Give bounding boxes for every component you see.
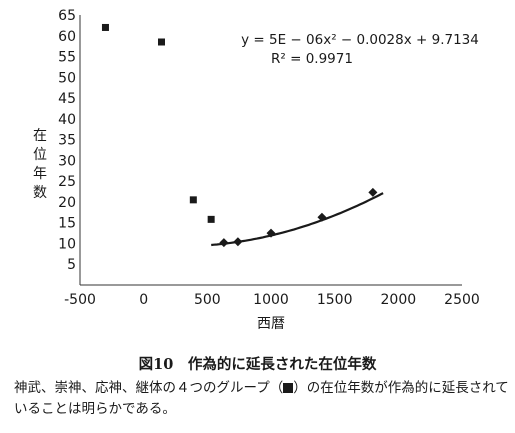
x-tick-label: -500	[64, 292, 96, 308]
y-tick-label: 40	[58, 112, 76, 128]
y-tick-label: 25	[58, 174, 76, 190]
y-axis-title-char: 年	[33, 166, 47, 182]
y-tick-label: 50	[58, 70, 76, 86]
legend-square-icon	[283, 383, 294, 393]
y-tick-label: 15	[58, 216, 76, 232]
diamond-data-point	[219, 238, 229, 248]
chart: 在位年数 5 10 15 20 25 30 35 40 45 50 55 60 65 -500 0 500 1…	[33, 8, 480, 332]
x-tick-labels: -500 0 500 1000 1500 2000 2500	[64, 292, 480, 308]
y-tick-label: 45	[58, 91, 76, 107]
y-tick-label: 55	[58, 50, 76, 66]
y-tick-label: 10	[58, 236, 76, 252]
y-tick-label: 65	[58, 8, 76, 24]
y-tick-label: 60	[58, 29, 76, 45]
y-axis-title: 在位年数	[33, 128, 47, 201]
square-data-point	[189, 196, 197, 204]
x-tick-label: 2500	[444, 292, 480, 308]
diamond-data-point	[317, 212, 327, 222]
y-axis-title-char: 数	[33, 185, 47, 201]
diamond-data-point	[233, 237, 243, 247]
y-axis-title-char: 在	[33, 128, 47, 144]
y-tick-label: 5	[67, 257, 76, 273]
figure-caption-body: 神武、崇神、応神、継体の４つのグループ（ ）の在位年数が作為的に延長されていること…	[14, 378, 509, 420]
square-data-point	[207, 215, 215, 223]
x-axis-title: 西暦	[257, 316, 285, 332]
y-axis-title-char: 位	[33, 147, 47, 163]
square-data-point	[101, 23, 109, 31]
y-tick-labels: 5 10 15 20 25 30 35 40 45 50 55 60 65	[58, 8, 76, 273]
y-tick-label: 20	[58, 195, 76, 211]
diamond-data-point	[368, 187, 378, 197]
equation-label: y = 5E − 06x² − 0.0028x + 9.7134	[241, 32, 479, 48]
x-tick-label: 2000	[381, 292, 417, 308]
square-data-point	[157, 38, 165, 46]
data-points	[101, 23, 378, 248]
diamond-data-point	[266, 228, 276, 238]
x-tick-label: 1500	[317, 292, 353, 308]
x-tick-label: 0	[139, 292, 148, 308]
trendline	[211, 192, 384, 247]
x-tick-label: 500	[194, 292, 221, 308]
caption-body-end: ）の在位年数が作為的に延長されていることは明らかである。	[14, 380, 509, 417]
figure-caption-title: 図10 作為的に延長された在位年数	[138, 356, 377, 373]
y-tick-label: 35	[58, 133, 76, 149]
y-tick-label: 30	[58, 153, 76, 169]
r2-label: R² = 0.9971	[271, 51, 353, 67]
caption-body-start: 神武、崇神、応神、継体の４つのグループ（	[14, 380, 284, 396]
x-tick-label: 1000	[253, 292, 289, 308]
